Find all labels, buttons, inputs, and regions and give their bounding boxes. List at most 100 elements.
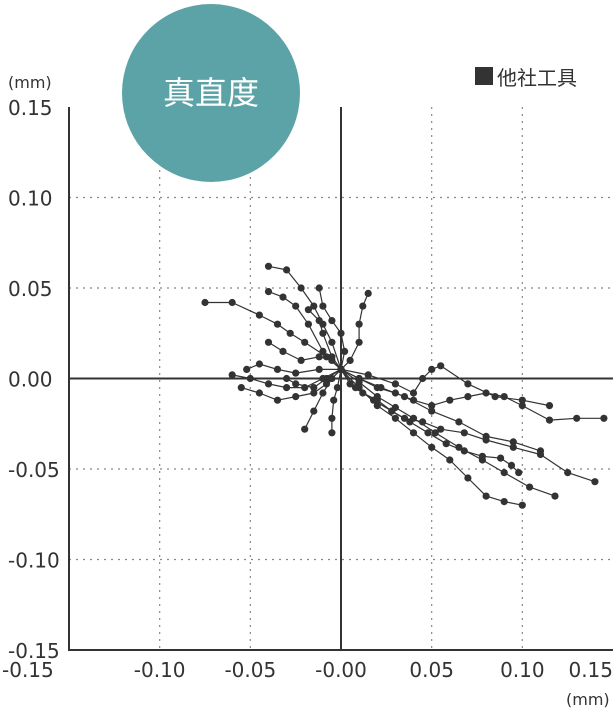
chart-title: 真直度 [163, 74, 259, 112]
data-point [564, 469, 572, 477]
data-point [346, 380, 354, 388]
data-point [243, 365, 251, 373]
data-point [304, 320, 312, 328]
data-point [301, 425, 309, 433]
y-tick-label: 0.05 [8, 277, 53, 301]
data-point [328, 414, 336, 422]
y-tick-label: -0.05 [8, 458, 60, 482]
data-point [328, 353, 336, 361]
data-point [526, 483, 534, 491]
data-point [545, 416, 554, 424]
data-point [509, 443, 517, 451]
data-point [310, 389, 318, 397]
data-point [297, 284, 305, 292]
data-point [377, 384, 385, 392]
x-tick-label: 0.15 [568, 658, 613, 682]
data-point [591, 478, 599, 486]
data-point [292, 380, 300, 388]
data-point [328, 338, 336, 346]
data-point [359, 389, 367, 397]
data-point [328, 317, 336, 325]
x-unit-label: (mm) [566, 690, 610, 709]
data-point [264, 262, 273, 270]
data-point [478, 452, 486, 460]
data-point [330, 396, 338, 404]
data-point [551, 492, 559, 500]
y-tick-labels: 0.15 0.10 0.05 0.00 -0.05 -0.10 -0.15 [8, 96, 60, 663]
data-point [273, 365, 282, 373]
data-point [507, 461, 516, 469]
data-point [431, 429, 439, 437]
data-point [400, 393, 409, 401]
data-point [228, 298, 236, 307]
data-point [442, 440, 450, 448]
data-trajectories [201, 262, 608, 509]
data-point [515, 469, 523, 477]
data-point [500, 469, 508, 477]
y-tick-label: 0.00 [8, 368, 53, 392]
data-point [201, 298, 209, 307]
data-point [428, 443, 436, 451]
data-point [573, 414, 581, 422]
data-point [409, 389, 418, 397]
data-point [292, 369, 300, 377]
x-tick-label: 0.10 [500, 658, 545, 682]
data-point [315, 284, 323, 292]
data-point [409, 429, 418, 437]
data-point [355, 320, 363, 328]
data-point [355, 378, 363, 386]
data-point [428, 402, 436, 410]
data-point [428, 365, 436, 373]
data-point [283, 384, 291, 392]
data-point [518, 396, 526, 404]
data-point [500, 393, 508, 401]
data-point [264, 288, 273, 296]
plot-frame [68, 107, 613, 651]
data-point [341, 347, 349, 355]
legend: 他社工具 [475, 66, 577, 90]
data-point [355, 338, 363, 346]
x-tick-label: -0.05 [224, 658, 276, 682]
data-point [437, 362, 445, 370]
data-point [446, 396, 454, 404]
data-point [255, 360, 263, 368]
data-point [292, 393, 300, 401]
data-point [264, 380, 273, 388]
data-point [237, 384, 245, 392]
data-point [509, 438, 517, 446]
data-point [391, 380, 399, 388]
data-point [319, 347, 327, 355]
trajectory-13 [337, 365, 559, 500]
data-point [279, 347, 287, 355]
x-tick-label: -0.00 [315, 658, 367, 682]
x-tick-labels: -0.15 -0.10 -0.05 -0.00 0.05 0.10 0.15 [2, 658, 613, 682]
data-point [328, 429, 336, 437]
trajectory-11 [337, 365, 608, 424]
legend-marker-square [475, 67, 493, 85]
trajectory-0 [201, 298, 345, 373]
data-point [333, 384, 341, 392]
data-point [545, 402, 554, 410]
data-point [460, 447, 468, 455]
legend-label: 他社工具 [497, 66, 577, 90]
data-point [482, 492, 490, 500]
data-point [518, 501, 526, 509]
data-point [255, 389, 263, 397]
trajectory-line [307, 309, 342, 370]
data-point [600, 414, 608, 422]
data-point [359, 302, 367, 310]
trajectory-10 [283, 365, 345, 392]
data-point [491, 393, 499, 401]
data-point [292, 302, 300, 310]
y-tick-label: 0.10 [8, 187, 53, 211]
data-point [322, 380, 331, 388]
data-point [428, 407, 436, 415]
data-point [286, 329, 294, 337]
data-point [319, 389, 327, 397]
data-point [273, 396, 282, 404]
data-point [283, 266, 291, 274]
data-point [424, 429, 432, 437]
data-point [536, 450, 545, 459]
data-point [400, 414, 409, 422]
data-point [437, 425, 445, 433]
